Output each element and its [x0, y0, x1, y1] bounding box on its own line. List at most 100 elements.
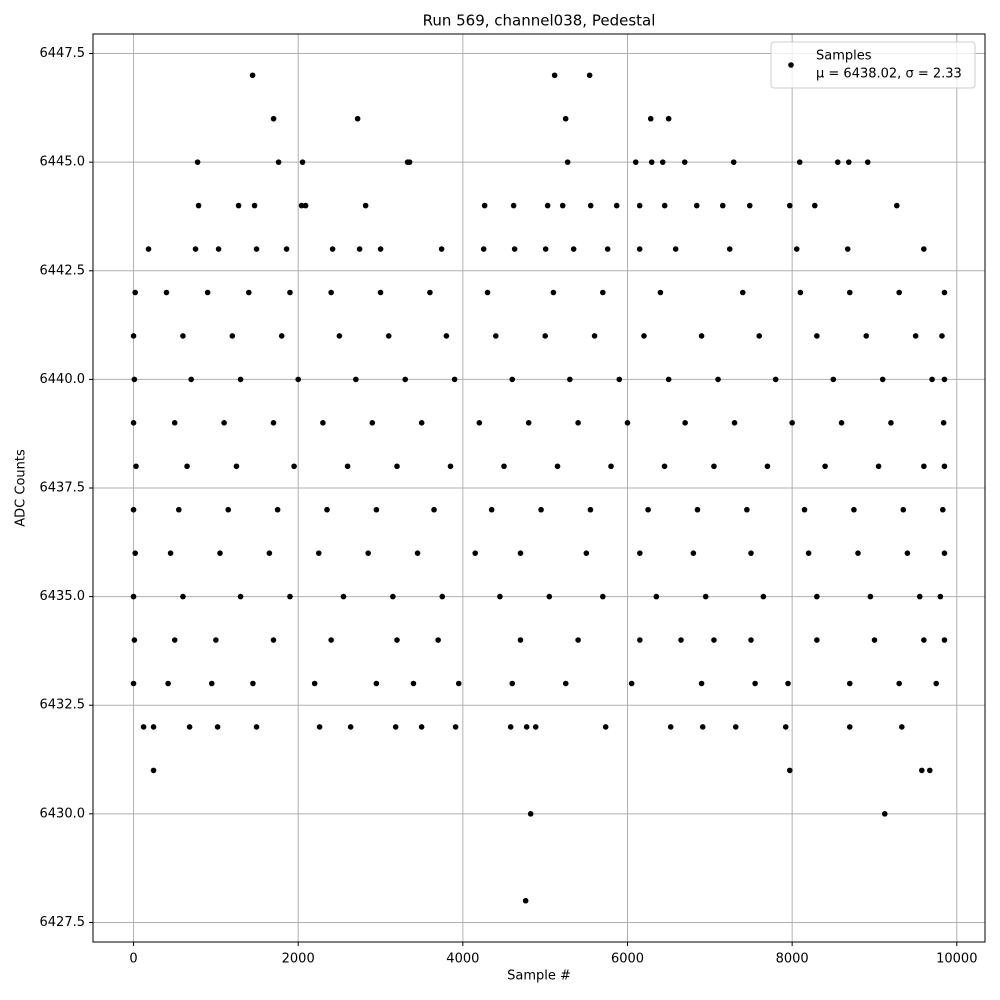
point [150, 724, 157, 730]
point [336, 333, 343, 339]
point [752, 680, 758, 687]
point [875, 463, 882, 470]
point [864, 159, 871, 165]
point [748, 550, 754, 556]
point [509, 376, 516, 383]
point [871, 637, 878, 643]
point [921, 637, 927, 643]
point [814, 333, 820, 339]
point [881, 811, 888, 817]
point [251, 202, 258, 209]
point [392, 724, 399, 730]
legend-marker [788, 62, 794, 68]
point [431, 506, 437, 513]
point [604, 246, 611, 252]
point [131, 376, 138, 383]
point [702, 593, 709, 600]
point [690, 550, 697, 556]
point [522, 897, 529, 904]
point [291, 463, 297, 470]
point [719, 202, 726, 209]
point [266, 550, 273, 556]
point [648, 159, 655, 165]
point [748, 637, 754, 643]
point [746, 202, 753, 209]
point [583, 550, 590, 556]
point [410, 680, 417, 687]
point [805, 550, 812, 556]
y-tick-label: 6445.0 [40, 155, 86, 170]
point [789, 420, 795, 426]
point [667, 724, 674, 730]
point [760, 593, 767, 600]
y-axis-label: ADC Counts [14, 449, 29, 527]
point [586, 72, 593, 79]
point [353, 376, 359, 383]
point [937, 593, 944, 600]
point [180, 593, 186, 600]
point [270, 420, 277, 426]
point [653, 593, 660, 600]
point [455, 680, 462, 687]
point [517, 550, 524, 556]
point [682, 420, 688, 426]
point [509, 680, 516, 687]
point [731, 420, 738, 426]
point [184, 463, 190, 470]
point [608, 463, 614, 470]
point [132, 289, 138, 296]
point [756, 333, 763, 339]
point [320, 420, 326, 426]
x-axis-label: Sample # [507, 969, 571, 984]
point [613, 202, 620, 209]
point [851, 506, 857, 513]
point [480, 246, 487, 252]
point [628, 680, 635, 687]
point [941, 550, 948, 556]
point [447, 463, 454, 470]
point [941, 289, 948, 296]
point [443, 333, 450, 339]
point [476, 420, 483, 426]
point [186, 724, 193, 730]
point [525, 420, 532, 426]
point [133, 463, 139, 470]
point [564, 159, 571, 165]
point [879, 376, 886, 383]
point [204, 289, 211, 296]
point [726, 246, 733, 252]
point [527, 811, 534, 817]
point [939, 333, 945, 339]
point [550, 289, 557, 296]
point [681, 159, 688, 165]
point [896, 680, 902, 687]
point [511, 246, 518, 252]
point [354, 115, 361, 122]
point [150, 767, 157, 774]
legend-label: Samples [816, 49, 872, 64]
point [715, 376, 721, 383]
point [838, 420, 845, 426]
point [600, 289, 606, 296]
legend-box [770, 41, 976, 89]
point [215, 246, 222, 252]
point [732, 724, 739, 730]
point [637, 550, 643, 556]
point [394, 463, 400, 470]
point [645, 506, 651, 513]
point [180, 333, 186, 339]
x-tick-label: 4000 [446, 952, 479, 967]
point [698, 333, 705, 339]
point [523, 724, 530, 730]
point [328, 289, 334, 296]
point [636, 202, 643, 209]
point [488, 506, 495, 513]
point [929, 376, 935, 383]
point [171, 420, 178, 426]
point [427, 289, 433, 296]
point [131, 637, 138, 643]
point [369, 420, 376, 426]
points [130, 72, 948, 904]
point [562, 115, 569, 122]
